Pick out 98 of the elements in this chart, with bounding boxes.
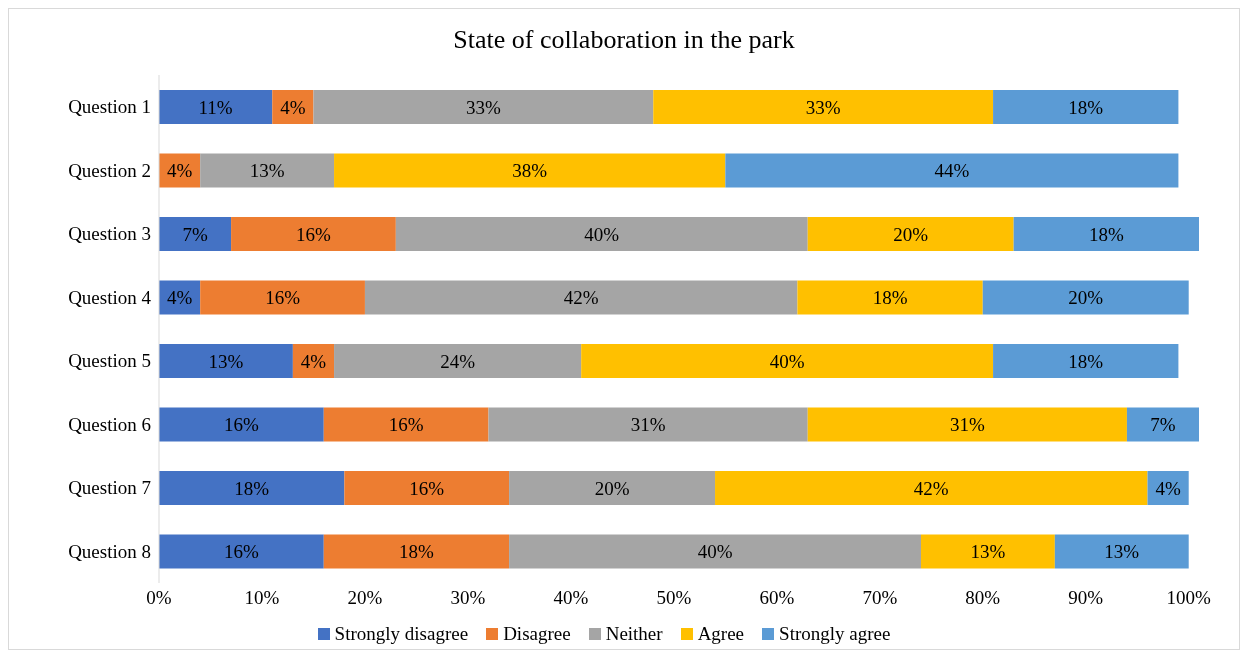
data-label: 31%: [949, 414, 985, 435]
data-label: 16%: [265, 287, 301, 308]
data-label: 44%: [934, 160, 970, 181]
x-tick-label: 10%: [244, 587, 280, 609]
bar: [581, 344, 994, 378]
data-label: 7%: [182, 223, 208, 245]
y-tick-label: Question 8: [68, 540, 151, 562]
x-tick-label: 20%: [347, 587, 383, 609]
x-tick-label: 100%: [1166, 587, 1212, 609]
bar: [395, 217, 808, 251]
bar: [159, 344, 293, 378]
bar: [200, 280, 365, 315]
data-label: 31%: [630, 414, 666, 435]
bar: [653, 90, 994, 124]
data-label: 16%: [223, 541, 259, 562]
bar: [313, 90, 654, 124]
bar: [797, 280, 983, 315]
x-tick-label: 30%: [450, 587, 486, 609]
x-tick-label: 40%: [553, 587, 589, 609]
data-label: 33%: [805, 96, 841, 118]
data-label: 4%: [1155, 477, 1181, 499]
legend-label: Neither: [604, 623, 663, 645]
legend-label: Agree: [696, 623, 745, 645]
legend-label: Strongly agree: [778, 623, 891, 645]
data-label: 16%: [296, 223, 332, 245]
bar: [159, 217, 232, 251]
bar: [488, 407, 808, 442]
x-tick-label: 0%: [146, 587, 172, 609]
bar: [334, 153, 726, 188]
data-label: 4%: [166, 160, 193, 181]
data-label: 20%: [893, 223, 929, 245]
bar: [725, 153, 1179, 188]
y-tick-label: Question 7: [68, 477, 151, 499]
data-label: 13%: [1104, 541, 1140, 562]
bar: [715, 471, 1148, 505]
data-label: 40%: [769, 350, 805, 372]
data-label: 4%: [166, 287, 193, 308]
data-label: 13%: [208, 350, 244, 372]
bar: [1126, 407, 1199, 442]
y-tick-label: Question 1: [68, 96, 151, 118]
data-label: 24%: [440, 350, 476, 372]
x-tick-label: 90%: [1068, 587, 1104, 609]
x-tick-label: 80%: [965, 587, 1001, 609]
data-label: 42%: [913, 477, 949, 499]
bar: [1013, 217, 1199, 251]
data-label: 33%: [465, 96, 501, 118]
bar: [323, 534, 510, 569]
bar: [159, 407, 324, 442]
x-tick-label: 60%: [759, 587, 795, 609]
data-label: 13%: [249, 160, 285, 181]
data-label: 4%: [280, 96, 306, 118]
data-label: 7%: [1150, 414, 1176, 435]
y-tick-label: Question 5: [68, 350, 151, 372]
data-label: 40%: [697, 541, 733, 562]
data-label: 18%: [1088, 223, 1124, 245]
legend-label: Disagree: [502, 623, 571, 645]
data-label: 16%: [388, 414, 424, 435]
data-label: 4%: [300, 350, 327, 372]
legend-label: Strongly disagree: [333, 623, 469, 645]
y-tick-label: Question 2: [68, 159, 151, 181]
bar: [323, 407, 489, 442]
data-label: 18%: [399, 541, 435, 562]
data-label: 20%: [594, 477, 630, 499]
bar: [231, 217, 396, 251]
bar: [920, 534, 1055, 569]
data-label: 13%: [970, 541, 1006, 562]
bar: [344, 471, 510, 505]
data-label: 18%: [1068, 96, 1104, 118]
data-label: 38%: [512, 160, 548, 181]
data-label: 18%: [1068, 350, 1104, 372]
bar: [159, 534, 324, 569]
bar: [993, 344, 1179, 378]
chart-title: State of collaboration in the park: [452, 24, 796, 56]
bar: [159, 90, 273, 124]
bar: [807, 407, 1127, 442]
bar: [200, 153, 335, 188]
data-label: 20%: [1068, 287, 1104, 308]
x-tick-label: 50%: [656, 587, 692, 609]
y-tick-label: Question 3: [68, 223, 151, 245]
y-tick-label: Question 4: [68, 286, 152, 308]
y-tick-label: Question 6: [68, 413, 151, 435]
data-label: 18%: [872, 287, 908, 308]
bar: [509, 534, 921, 569]
bar: [334, 344, 582, 378]
bar: [993, 90, 1179, 124]
bar: [807, 217, 1014, 251]
data-label: 42%: [563, 287, 599, 308]
data-label: 11%: [198, 96, 233, 118]
data-label: 40%: [584, 223, 620, 245]
data-label: 16%: [223, 414, 259, 435]
x-tick-label: 70%: [862, 587, 898, 609]
bar: [509, 471, 716, 505]
bar: [159, 471, 345, 505]
bar: [982, 280, 1189, 315]
data-label: 16%: [409, 477, 445, 499]
data-label: 18%: [234, 477, 270, 499]
bar: [364, 280, 798, 315]
bar: [1054, 534, 1189, 569]
